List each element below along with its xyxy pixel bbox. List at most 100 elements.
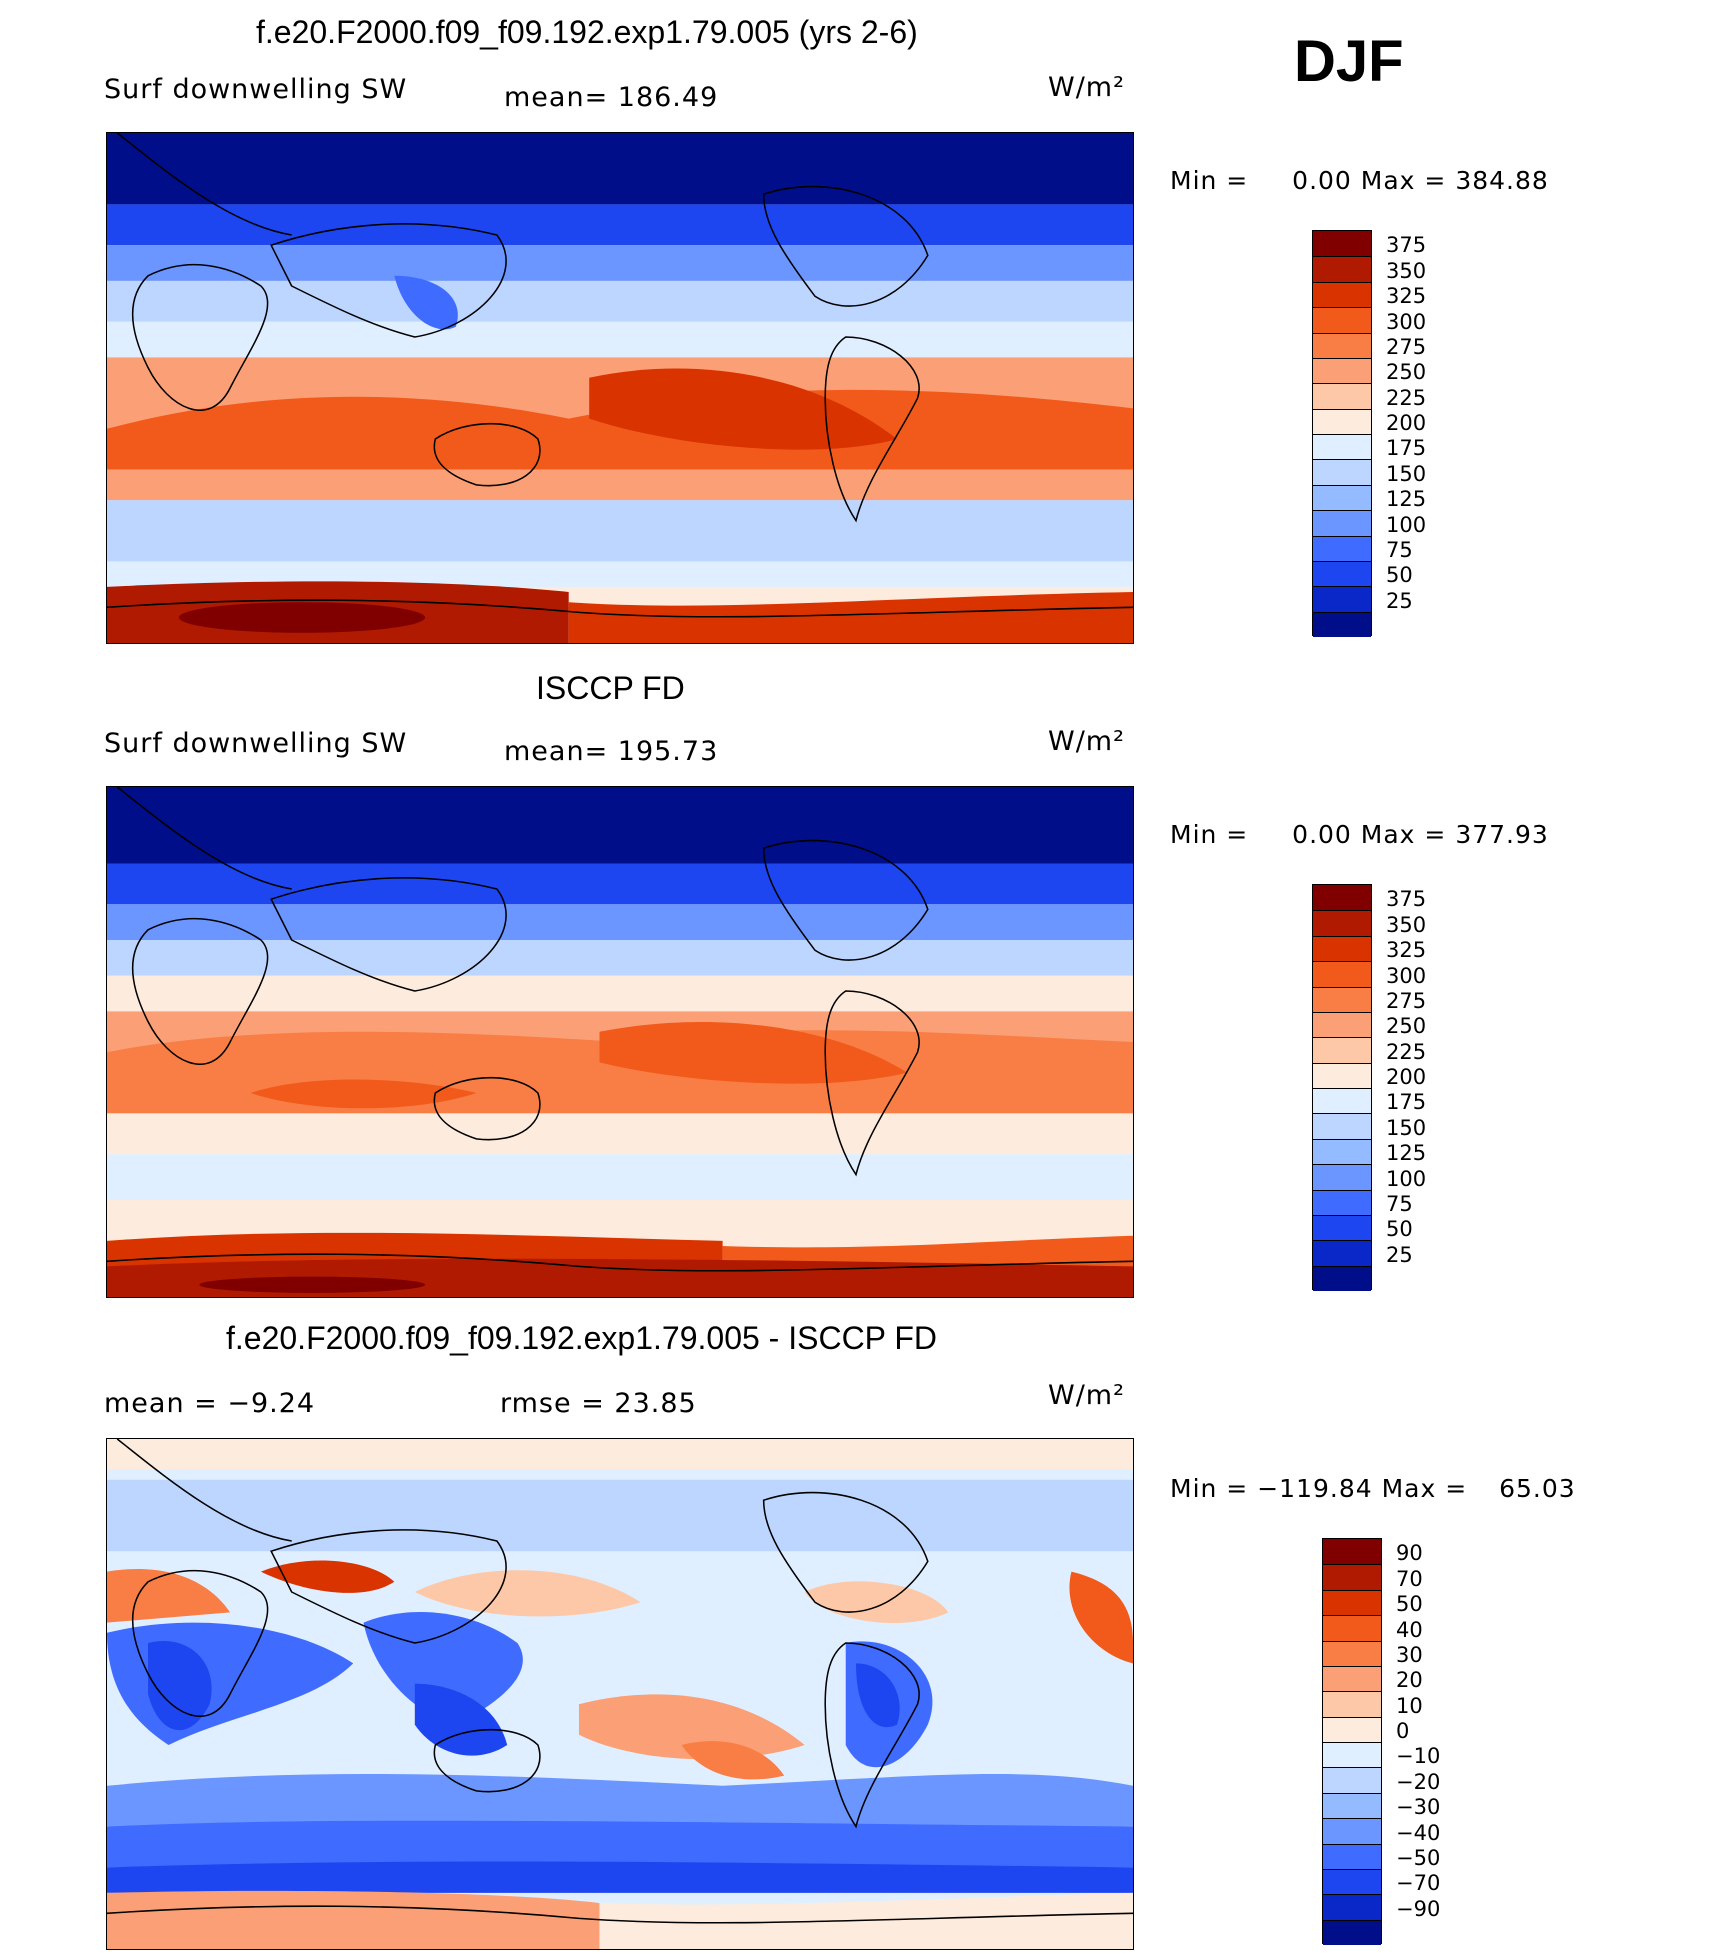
colorbar-segment xyxy=(1313,1088,1371,1114)
colorbar-tick-label: 100 xyxy=(1386,512,1427,537)
colorbar-tick-label: 75 xyxy=(1386,1191,1413,1216)
min-max-readout: Min = −119.84 Max = 65.03 xyxy=(1170,1474,1576,1503)
colorbar-segment xyxy=(1313,484,1371,511)
colorbar-segment xyxy=(1313,1037,1371,1063)
colorbar-tick-label: 175 xyxy=(1386,436,1427,461)
max-value: 65.03 xyxy=(1499,1474,1576,1503)
colorbar-segment xyxy=(1323,1792,1381,1819)
colorbar-segment xyxy=(1323,1767,1381,1793)
colorbar-tick-label: −10 xyxy=(1396,1744,1441,1769)
colorbar-tick-label: 125 xyxy=(1386,487,1427,512)
colorbar-segment xyxy=(1323,1615,1381,1641)
colorbar-segment xyxy=(1313,611,1371,637)
colorbar-segment xyxy=(1313,357,1371,384)
colorbar-tick-label: −40 xyxy=(1396,1820,1441,1845)
colorbar-segment xyxy=(1313,586,1371,612)
colorbar-tick-label: 50 xyxy=(1386,563,1413,588)
colorbar-tick-label: 325 xyxy=(1386,938,1427,963)
colorbar-segment xyxy=(1313,1138,1371,1165)
mean-label: mean= 195.73 xyxy=(504,736,719,767)
colorbar-tick-label: 150 xyxy=(1386,1115,1427,1140)
colorbar-tick-label: 325 xyxy=(1386,284,1427,309)
colorbar-segment xyxy=(1323,1843,1381,1869)
colorbar-tick-label: 150 xyxy=(1386,461,1427,486)
colorbar-segment xyxy=(1313,307,1371,333)
max-label: Max = xyxy=(1381,1474,1468,1503)
colorbar-tick-label: 50 xyxy=(1386,1217,1413,1242)
colorbar-tick-label: −20 xyxy=(1396,1769,1441,1794)
colorbar xyxy=(1322,1538,1382,1945)
colorbar-segment xyxy=(1323,1868,1381,1895)
colorbar-tick-label: 100 xyxy=(1386,1166,1427,1191)
colorbar-segment xyxy=(1313,256,1371,282)
min-label: Min = xyxy=(1170,1474,1249,1503)
colorbar-tick-label: 375 xyxy=(1386,233,1427,258)
colorbar-tick-label: 300 xyxy=(1386,963,1427,988)
colorbar-segment xyxy=(1313,1113,1371,1139)
max-label: Max = xyxy=(1360,166,1447,195)
colorbar-tick-label: 25 xyxy=(1386,1242,1413,1267)
map-observation xyxy=(106,786,1134,1298)
mean-label: mean= 186.49 xyxy=(504,82,719,113)
map-model xyxy=(106,132,1134,644)
colorbar-segment xyxy=(1323,1665,1381,1692)
units-label: W/m² xyxy=(1048,726,1125,757)
panel-title: f.e20.F2000.f09_f09.192.exp1.79.005 (yrs… xyxy=(256,14,918,50)
colorbar-segment xyxy=(1313,986,1371,1012)
colorbar-segment xyxy=(1313,1062,1371,1088)
colorbar-segment xyxy=(1313,535,1371,561)
colorbar-tick-label: 250 xyxy=(1386,360,1427,385)
colorbar-segment xyxy=(1313,510,1371,536)
colorbar-tick-label: 200 xyxy=(1386,1065,1427,1089)
colorbar-tick-label: 200 xyxy=(1386,411,1427,435)
colorbar-segment xyxy=(1313,885,1371,911)
contour-field xyxy=(107,787,1133,1297)
colorbar-tick-label: 25 xyxy=(1386,588,1413,613)
colorbar-tick-label: 30 xyxy=(1396,1642,1423,1667)
colorbar-tick-label: 50 xyxy=(1396,1592,1423,1617)
min-label: Min = xyxy=(1170,820,1249,849)
min-label: Min = xyxy=(1170,166,1249,195)
colorbar-segment xyxy=(1323,1919,1381,1945)
colorbar-segment xyxy=(1323,1691,1381,1717)
map-difference xyxy=(106,1438,1134,1950)
contour-field xyxy=(107,133,1133,643)
panel-title: f.e20.F2000.f09_f09.192.exp1.79.005 - IS… xyxy=(226,1320,937,1356)
max-value: 377.93 xyxy=(1455,820,1549,849)
colorbar-segment xyxy=(1313,1265,1371,1291)
colorbar-tick-label: 20 xyxy=(1396,1668,1423,1693)
colorbar-tick-label: −50 xyxy=(1396,1845,1441,1870)
season-label: DJF xyxy=(1294,29,1404,94)
colorbar-segment xyxy=(1313,1240,1371,1266)
variable-label: Surf downwelling SW xyxy=(104,74,408,105)
colorbar-segment xyxy=(1313,1214,1371,1241)
colorbar-segment xyxy=(1313,459,1371,485)
mean-label: mean = −9.24 xyxy=(104,1388,316,1419)
colorbar-segment xyxy=(1313,231,1371,257)
colorbar-tick-label: 75 xyxy=(1386,537,1413,562)
colorbar-tick-label: 125 xyxy=(1386,1141,1427,1166)
colorbar-tick-label: 225 xyxy=(1386,1039,1427,1064)
min-value: −119.84 xyxy=(1257,1474,1373,1503)
colorbar-segment xyxy=(1323,1818,1381,1844)
colorbar xyxy=(1312,884,1372,1291)
colorbar-tick-label: −90 xyxy=(1396,1896,1441,1921)
max-label: Max = xyxy=(1360,820,1447,849)
colorbar-segment xyxy=(1313,1164,1371,1190)
colorbar-segment xyxy=(1313,1189,1371,1215)
colorbar-tick-label: −70 xyxy=(1396,1871,1441,1896)
min-value: 0.00 xyxy=(1292,820,1352,849)
colorbar-segment xyxy=(1323,1539,1381,1565)
colorbar xyxy=(1312,230,1372,637)
colorbar-tick-label: 225 xyxy=(1386,385,1427,410)
colorbar-tick-label: 350 xyxy=(1386,912,1427,937)
colorbar-tick-label: 350 xyxy=(1386,258,1427,283)
colorbar-segment xyxy=(1313,1011,1371,1038)
colorbar-tick-label: 375 xyxy=(1386,887,1427,912)
panel-title: ISCCP FD xyxy=(536,670,685,706)
variable-label: Surf downwelling SW xyxy=(104,728,408,759)
colorbar-tick-label: −30 xyxy=(1396,1795,1441,1820)
contour-field xyxy=(107,1439,1133,1949)
colorbar-tick-label: 300 xyxy=(1386,309,1427,334)
colorbar-segment xyxy=(1323,1894,1381,1920)
